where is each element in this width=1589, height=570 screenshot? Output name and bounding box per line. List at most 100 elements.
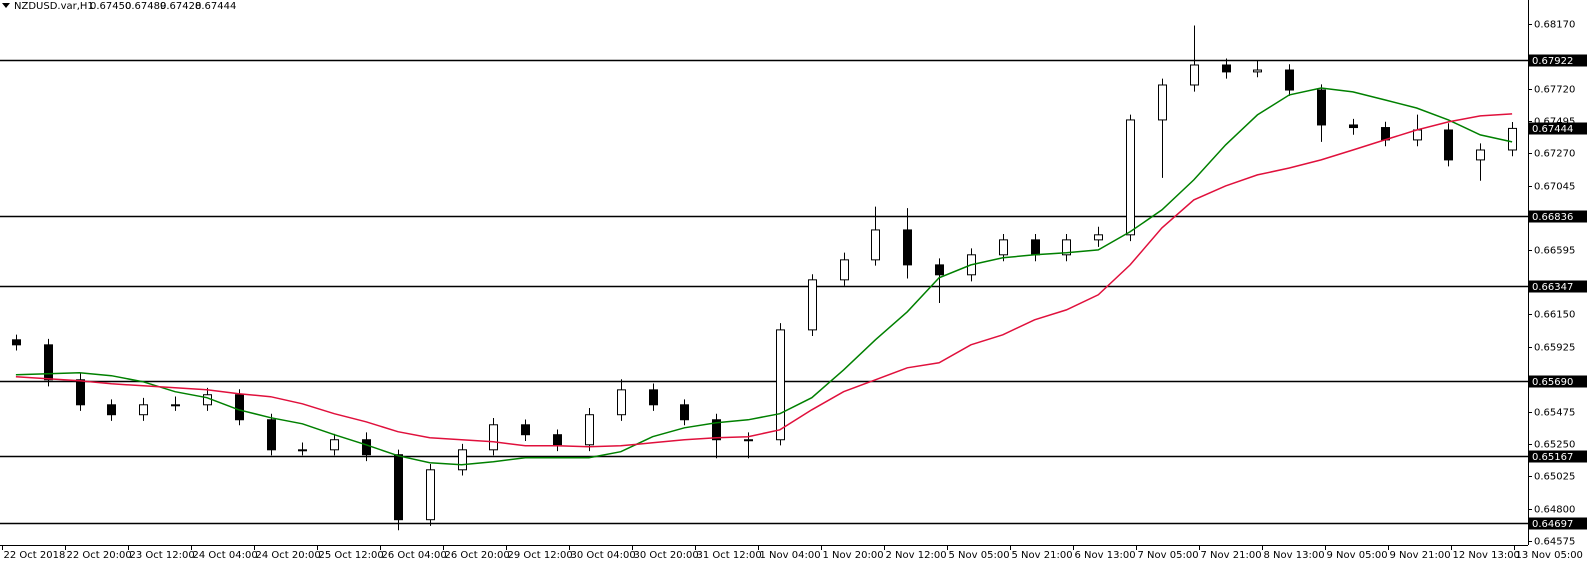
y-tick-label: 0.65250	[1534, 440, 1575, 451]
x-tick-label: 7 Nov 21:00	[1201, 550, 1262, 561]
x-tick-label: 29 Oct 12:00	[508, 550, 573, 561]
candle-body	[999, 239, 1008, 256]
header-close: 0.67444	[195, 1, 236, 12]
candle-body	[1285, 69, 1294, 91]
x-tick-label: 23 Oct 12:00	[130, 550, 195, 561]
moving-average-line	[15, 113, 1513, 448]
candle-body	[1190, 64, 1199, 86]
candle-body	[712, 419, 721, 441]
header-arrow	[2, 3, 10, 8]
level-label: 0.67922	[1532, 56, 1573, 67]
candle-body	[235, 394, 244, 421]
y-tick-label: 0.67720	[1534, 85, 1575, 96]
header-open: 0.67450	[90, 1, 131, 12]
x-tick-label: 12 Nov 13:00	[1453, 550, 1520, 561]
candle-body	[680, 404, 689, 421]
candle-body	[1253, 69, 1262, 73]
x-tick-label: 5 Nov 21:00	[1012, 550, 1073, 561]
current-price-label: 0.67444	[1532, 124, 1573, 135]
candle-body	[1476, 149, 1485, 161]
level-label-box	[1529, 210, 1587, 223]
candle-body	[489, 424, 498, 451]
candle-body	[1062, 239, 1071, 256]
x-tick-label: 22 Oct 2018	[4, 550, 66, 561]
candle-body	[1444, 129, 1453, 161]
x-tick-label: 7 Nov 05:00	[1138, 550, 1199, 561]
x-tick-label: 25 Oct 12:00	[319, 550, 384, 561]
y-tick-label: 0.65925	[1534, 343, 1575, 354]
header-symbol: NZDUSD.var,H1	[14, 1, 94, 12]
level-label: 0.66836	[1532, 212, 1573, 223]
moving-average-line	[15, 87, 1513, 466]
y-tick-label: 0.65025	[1534, 472, 1575, 483]
candle-body	[871, 229, 880, 261]
candle-body	[330, 439, 339, 451]
candle-body	[553, 434, 562, 446]
header: NZDUSD.var,H1 0.67450 0.67489 0.67428 0.…	[14, 1, 236, 12]
level-label-box	[1529, 517, 1587, 530]
y-tick-label: 0.66595	[1534, 246, 1575, 257]
candle-body	[1317, 89, 1326, 126]
candle-body	[1222, 64, 1231, 73]
level-label-box	[1529, 280, 1587, 293]
candle-body	[267, 419, 276, 451]
candle-body	[1413, 129, 1422, 141]
x-tick-label: 5 Nov 05:00	[949, 550, 1010, 561]
level-label: 0.66347	[1532, 282, 1573, 293]
candle-body	[1031, 239, 1040, 256]
level-label-box	[1529, 450, 1587, 463]
current-price-box	[1529, 122, 1587, 135]
x-tick-label: 1 Nov 04:00	[760, 550, 821, 561]
level-label-box	[1529, 54, 1587, 67]
candle-body	[139, 404, 148, 416]
y-tick-label: 0.66150	[1534, 310, 1575, 321]
x-tick-label: 22 Oct 20:00	[67, 550, 132, 561]
x-tick-label: 8 Nov 13:00	[1264, 550, 1325, 561]
y-tick-label: 0.65475	[1534, 408, 1575, 419]
candle-body	[44, 344, 53, 381]
candle-body	[1349, 124, 1358, 129]
candle-body	[649, 389, 658, 406]
x-tick-label: 9 Nov 05:00	[1327, 550, 1388, 561]
candle-body	[585, 414, 594, 446]
candle-body	[107, 404, 116, 416]
x-tick-label: 30 Oct 20:00	[634, 550, 699, 561]
x-tick-label: 31 Oct 12:00	[697, 550, 762, 561]
x-tick-label: 26 Oct 20:00	[445, 550, 510, 561]
x-tick-label: 9 Nov 21:00	[1390, 550, 1451, 561]
level-label: 0.65690	[1532, 377, 1573, 388]
y-tick-label: 0.67270	[1534, 149, 1575, 160]
candle-body	[12, 339, 21, 346]
candle-body	[1158, 84, 1167, 121]
candle-body	[776, 329, 785, 441]
header-low: 0.67428	[160, 1, 201, 12]
y-tick-label: 0.64800	[1534, 505, 1575, 516]
x-tick-label: 2 Nov 12:00	[886, 550, 947, 561]
x-tick-label: 1 Nov 20:00	[823, 550, 884, 561]
x-tick-label: 26 Oct 04:00	[382, 550, 447, 561]
candle-body	[903, 229, 912, 266]
candle-body	[426, 469, 435, 521]
candle-body	[394, 454, 403, 521]
candle-body	[935, 264, 944, 276]
x-tick-label: 6 Nov 13:00	[1075, 550, 1136, 561]
candle-body	[1508, 127, 1517, 151]
x-tick-label: 13 Nov 05:00	[1516, 550, 1583, 561]
candle-body	[298, 449, 307, 452]
level-label: 0.65167	[1532, 452, 1573, 463]
x-tick-label: 30 Oct 04:00	[571, 550, 636, 561]
y-tick-label: 0.67045	[1534, 182, 1575, 193]
level-label: 0.64697	[1532, 519, 1573, 530]
candle-body	[1126, 119, 1135, 236]
candle-body	[76, 379, 85, 406]
candle-body	[171, 404, 180, 407]
candle-body	[744, 439, 753, 442]
candle-body	[808, 279, 817, 331]
y-tick-label: 0.67495	[1534, 117, 1575, 128]
candle-body	[1094, 234, 1103, 241]
level-label-box	[1529, 375, 1587, 388]
x-tick-label: 24 Oct 04:00	[193, 550, 258, 561]
header-high: 0.67489	[125, 1, 166, 12]
